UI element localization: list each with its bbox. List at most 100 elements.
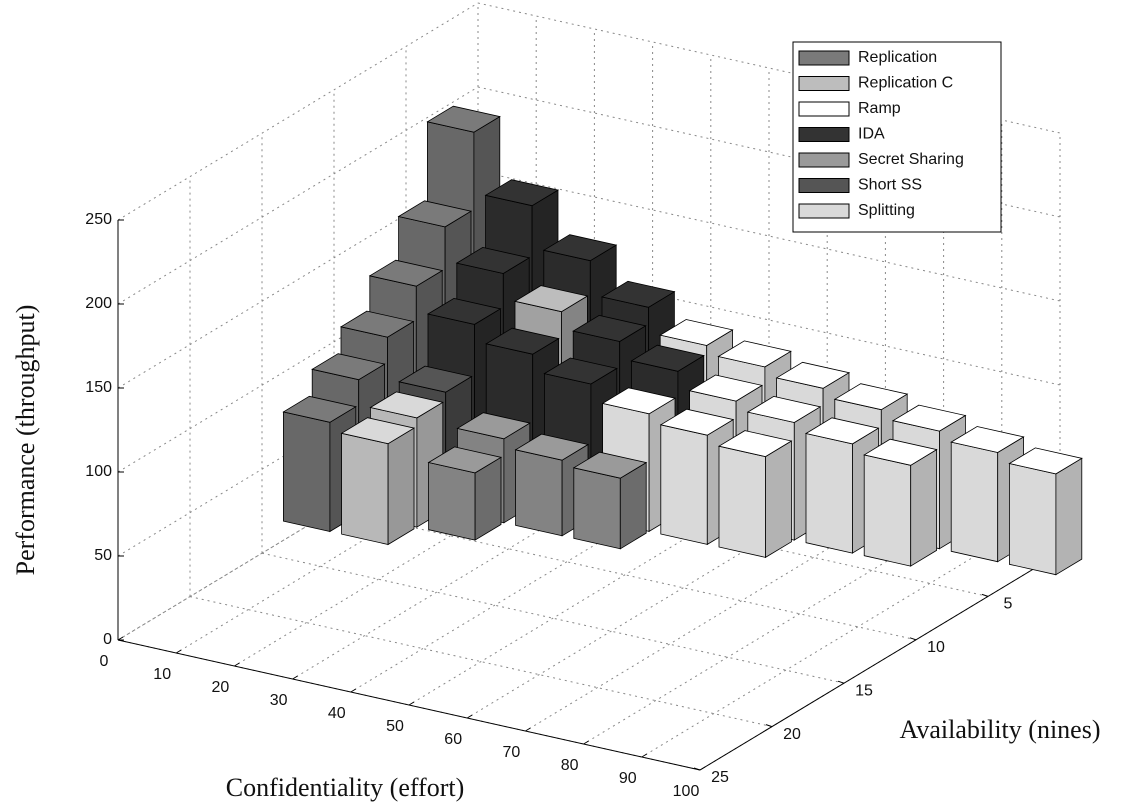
grid-line — [466, 500, 828, 719]
bar-top — [426, 297, 502, 325]
legend: Replication Replication C Ramp IDA Secret Sh… — [792, 41, 1002, 233]
grid-line — [117, 86, 479, 305]
grid-line — [234, 448, 595, 667]
legend-swatch — [798, 101, 850, 117]
grid-line — [117, 2, 479, 221]
x-tick-label: 20 — [212, 679, 230, 696]
bar-top — [630, 344, 705, 372]
bar-front — [341, 432, 389, 545]
bar-top — [659, 408, 735, 436]
x-tick-label: 60 — [444, 731, 462, 748]
legend-label: Replication C — [858, 75, 953, 92]
x-tick-label: 30 — [270, 692, 288, 709]
bar-front — [863, 454, 912, 567]
grid-line — [292, 461, 653, 680]
bar-top — [514, 433, 590, 461]
bar-side — [765, 440, 792, 559]
bar-top — [397, 200, 473, 228]
bar-top — [282, 395, 357, 423]
tick-mark — [234, 662, 240, 667]
bar — [1008, 447, 1083, 576]
legend-label: Replication — [858, 49, 937, 66]
legend-swatch — [798, 127, 850, 142]
bar-top — [572, 451, 648, 479]
legend-swatch — [798, 178, 850, 193]
tick-mark — [583, 740, 589, 745]
legend-swatch — [798, 152, 850, 168]
legend-swatch — [798, 203, 850, 219]
y-tick-label: 15 — [855, 682, 873, 699]
legend-label: Splitting — [858, 202, 915, 219]
x-tick-label: 80 — [561, 757, 579, 774]
z-tick-label: 150 — [85, 379, 112, 396]
grid-line — [350, 474, 712, 693]
bars — [282, 105, 1083, 576]
bar — [572, 451, 648, 550]
legend-label: Ramp — [858, 100, 901, 117]
bar-front — [515, 449, 563, 537]
bar-top — [543, 357, 618, 385]
tick-labels: 0 50 100 150 200 250 0 10 20 30 40 50 60 70 80 90 100 5 10… — [85, 211, 1012, 800]
tick-mark — [981, 593, 989, 597]
bar-top — [572, 314, 647, 342]
bar-front — [1009, 463, 1057, 576]
bar — [717, 430, 793, 559]
bar-top — [717, 340, 792, 368]
bar — [427, 446, 503, 541]
tick-mark — [693, 767, 701, 771]
bar-side — [387, 427, 415, 546]
bar-top — [456, 412, 531, 440]
bar-top — [950, 426, 1025, 453]
tick-mark — [525, 727, 531, 732]
grid-line — [117, 254, 479, 473]
tick-mark — [292, 675, 298, 680]
bar-front — [950, 441, 999, 563]
bar-top — [600, 280, 676, 308]
grid-line — [583, 526, 944, 745]
z-axis-label: Performance (throughput) — [11, 305, 40, 576]
axis-line — [699, 552, 1061, 771]
grid-line — [117, 170, 479, 389]
grid-line — [175, 435, 537, 654]
legend-swatch — [798, 50, 850, 66]
bar-front — [660, 424, 708, 545]
z-tick-label: 200 — [85, 295, 112, 312]
x-tick-label: 100 — [673, 783, 700, 800]
x-axis-label: Confidentiality (effort) — [226, 773, 465, 802]
bar-top — [863, 438, 938, 466]
legend-label: IDA — [858, 126, 885, 143]
z-tick-label: 50 — [94, 547, 112, 564]
bar-front — [573, 467, 621, 550]
y-tick-label: 10 — [927, 639, 945, 656]
bar-top — [340, 417, 416, 445]
bar — [340, 417, 416, 546]
bar-top — [775, 361, 851, 389]
bar-top — [311, 353, 386, 381]
x-tick-label: 0 — [100, 653, 109, 670]
legend-label: Short SS — [858, 177, 922, 194]
bar-top — [717, 430, 793, 458]
bar-top — [891, 404, 967, 432]
bar-top — [455, 246, 531, 274]
bar-top — [427, 446, 503, 474]
bar-front — [428, 462, 476, 541]
bar-top — [542, 234, 618, 262]
bar-side — [1055, 457, 1083, 576]
tick-mark — [765, 724, 773, 728]
legend-swatch — [798, 76, 850, 91]
grid-line — [117, 422, 479, 641]
legend-label: Secret Sharing — [858, 151, 964, 168]
tick-mark — [837, 680, 845, 684]
z-tick-label: 100 — [85, 463, 112, 480]
tick-mark — [909, 637, 917, 641]
bar-front — [718, 445, 766, 558]
x-tick-label: 40 — [328, 705, 346, 722]
bar-top — [833, 383, 909, 411]
tick-mark — [175, 649, 182, 654]
z-tick-label: 0 — [103, 631, 112, 648]
bar-top — [513, 285, 589, 313]
z-tick-label: 250 — [85, 211, 112, 228]
bar-top — [601, 387, 677, 415]
x-tick-label: 10 — [153, 666, 171, 683]
